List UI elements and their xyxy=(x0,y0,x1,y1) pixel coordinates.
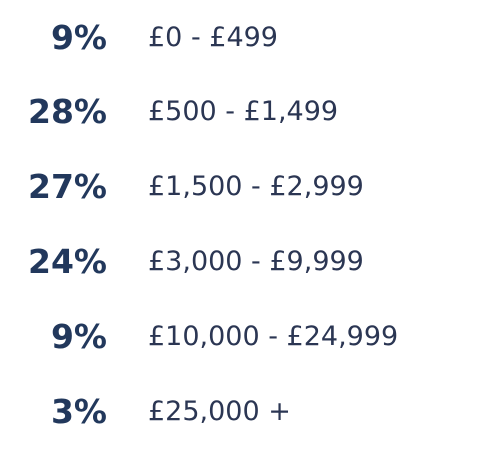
percent: 9% xyxy=(50,317,107,356)
list-row: 24% £3,000 - £9,999 xyxy=(0,232,485,292)
percent: 9% xyxy=(50,18,107,57)
percent: 24% xyxy=(28,242,107,281)
percent: 3% xyxy=(50,392,107,431)
range-label: £25,000 + xyxy=(148,396,291,427)
range-label: £0 - £499 xyxy=(148,22,278,53)
list-row: 3% £25,000 + xyxy=(0,382,485,442)
percent: 28% xyxy=(28,92,107,131)
range-label: £500 - £1,499 xyxy=(148,96,339,127)
list-row: 9% £0 - £499 xyxy=(0,8,485,68)
range-label: £1,500 - £2,999 xyxy=(148,171,364,202)
list-row: 9% £10,000 - £24,999 xyxy=(0,307,485,367)
range-label: £10,000 - £24,999 xyxy=(148,321,399,352)
range-label: £3,000 - £9,999 xyxy=(148,246,364,277)
percent: 27% xyxy=(28,167,107,206)
list-row: 27% £1,500 - £2,999 xyxy=(0,157,485,217)
list-row: 28% £500 - £1,499 xyxy=(0,82,485,142)
